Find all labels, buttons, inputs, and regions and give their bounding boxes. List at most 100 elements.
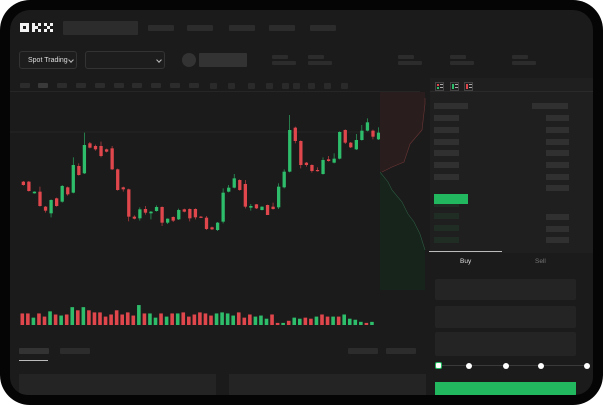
- timeframe-button[interactable]: [189, 83, 199, 88]
- app-screen: Spot Trading Bu: [10, 10, 593, 395]
- timeframe-button[interactable]: [170, 83, 180, 88]
- volume-bar: [203, 313, 208, 325]
- bid-price: [434, 213, 459, 219]
- filter-button[interactable]: [348, 348, 378, 354]
- chart-tool-icon[interactable]: [324, 83, 331, 89]
- stat-label: [512, 55, 528, 59]
- nav-item[interactable]: [310, 25, 336, 31]
- candle: [166, 218, 170, 224]
- nav-item[interactable]: [148, 25, 174, 31]
- candle: [32, 191, 37, 194]
- ask-amount: [546, 174, 569, 180]
- nav-item[interactable]: [187, 25, 213, 31]
- candle: [49, 199, 53, 218]
- volume-bar: [148, 313, 152, 325]
- volume-bar: [347, 318, 352, 325]
- volume-bar: [309, 318, 313, 325]
- candle: [293, 126, 297, 144]
- volume-bar: [336, 316, 341, 325]
- candle: [265, 204, 270, 215]
- timeframe-button[interactable]: [114, 83, 124, 88]
- volume-bar: [209, 315, 213, 325]
- total-input[interactable]: [435, 332, 576, 356]
- candle: [299, 140, 303, 169]
- volume-bar: [231, 315, 235, 325]
- candle: [60, 185, 64, 203]
- candle: [254, 204, 259, 209]
- volume-bar: [292, 317, 297, 325]
- volume-bar: [142, 313, 147, 325]
- bid-amount: [546, 237, 569, 243]
- volume-bar: [37, 313, 41, 325]
- ask-price: [434, 150, 459, 156]
- volume-bar: [342, 314, 346, 325]
- volume-bar: [298, 318, 302, 325]
- filter-button[interactable]: [386, 348, 416, 354]
- candle: [326, 156, 331, 162]
- slider-step-50[interactable]: [503, 363, 509, 369]
- market-selector[interactable]: Spot Trading: [19, 51, 77, 69]
- percent-slider-track[interactable]: [440, 365, 586, 366]
- timeframe-button[interactable]: [95, 83, 105, 88]
- nav-item[interactable]: [269, 25, 295, 31]
- column-header-amount: [532, 103, 568, 109]
- bid-price: [434, 201, 459, 207]
- nav-item[interactable]: [229, 25, 255, 31]
- divider: [430, 91, 593, 92]
- chart-tool-icon[interactable]: [282, 83, 289, 89]
- candle: [149, 211, 153, 220]
- coin-icon: [182, 53, 196, 67]
- timeframe-button[interactable]: [38, 83, 48, 88]
- ask-amount: [546, 115, 569, 121]
- candle: [66, 186, 70, 196]
- chart-tool-icon[interactable]: [308, 83, 315, 89]
- slider-step-25[interactable]: [466, 363, 472, 369]
- timeframe-button[interactable]: [132, 83, 142, 88]
- candle: [104, 148, 109, 153]
- candle: [110, 146, 114, 170]
- candle: [321, 157, 325, 175]
- search-bar[interactable]: [63, 21, 138, 35]
- tab-buy[interactable]: Buy: [460, 258, 472, 265]
- volume-bar: [259, 315, 263, 325]
- percent-slider-handle[interactable]: [435, 362, 442, 369]
- spread-value: [546, 185, 569, 191]
- pair-price: [199, 53, 247, 67]
- volume-bar: [286, 320, 291, 325]
- candle: [116, 168, 120, 191]
- timeframe-button[interactable]: [57, 83, 67, 88]
- amount-input[interactable]: [435, 306, 576, 328]
- timeframe-button[interactable]: [151, 83, 161, 88]
- candle: [88, 142, 92, 149]
- chart-tool-icon[interactable]: [210, 83, 217, 89]
- chart-tool-icon[interactable]: [341, 83, 348, 89]
- volume-bar: [164, 316, 169, 325]
- buy-button[interactable]: [435, 382, 576, 395]
- tab-sell[interactable]: Sell: [535, 258, 546, 265]
- candle: [204, 216, 209, 230]
- tab-open-orders[interactable]: [19, 348, 49, 354]
- stat-value: [398, 61, 422, 65]
- timeframe-button[interactable]: [20, 83, 30, 88]
- chart-tool-icon[interactable]: [228, 83, 235, 89]
- volume-bar: [303, 317, 308, 325]
- volume-bar: [120, 314, 124, 325]
- slider-step-75[interactable]: [538, 363, 544, 369]
- candlestick-chart[interactable]: [10, 10, 430, 340]
- tab-order-history[interactable]: [60, 348, 90, 354]
- volume-bar: [131, 315, 136, 325]
- volume-bar: [137, 305, 141, 325]
- chart-tool-icon[interactable]: [266, 83, 273, 89]
- column-header-price: [434, 103, 468, 109]
- order-book-view-toggle[interactable]: [435, 82, 480, 92]
- chart-tool-icon[interactable]: [293, 83, 300, 89]
- candle: [77, 163, 81, 176]
- chart-tool-icon[interactable]: [248, 83, 255, 89]
- okx-logo: [20, 23, 53, 32]
- slider-step-100[interactable]: [584, 363, 590, 369]
- candle: [349, 142, 353, 148]
- pair-selector[interactable]: [85, 51, 165, 69]
- timeframe-button[interactable]: [76, 83, 86, 88]
- price-input[interactable]: [435, 279, 576, 300]
